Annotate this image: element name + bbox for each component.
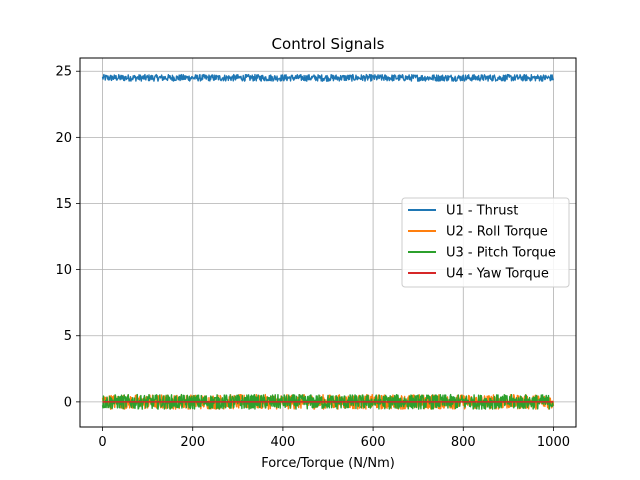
y-tick-label: 0	[64, 395, 72, 410]
chart-title: Control Signals	[272, 35, 385, 53]
y-tick-label: 15	[55, 197, 72, 212]
y-tick-label: 10	[55, 263, 72, 278]
x-tick-label: 0	[98, 435, 106, 450]
legend-label: U1 - Thrust	[446, 204, 518, 219]
x-tick-label: 1000	[537, 435, 570, 450]
y-tick-label: 20	[55, 131, 72, 146]
legend-label: U4 - Yaw Torque	[446, 267, 549, 282]
legend: U1 - Thrust U2 - Roll Torque U3 - Pitch To…	[401, 197, 570, 288]
x-tick-label: 200	[180, 435, 205, 450]
legend-label: U3 - Pitch Torque	[446, 246, 556, 261]
legend-box	[401, 197, 570, 288]
x-axis-label: Force/Torque (N/Nm)	[261, 456, 395, 471]
plot-frame	[79, 57, 577, 428]
axis-ticks: 0 200 400 600 800 1000 0 5 10 15 20 25	[55, 65, 570, 450]
y-tick-label: 5	[64, 329, 72, 344]
series-lines	[101, 73, 555, 410]
y-tick-label: 25	[55, 65, 72, 80]
series-line-u3	[101, 393, 554, 410]
legend-label: U2 - Roll Torque	[446, 225, 548, 240]
x-tick-label: 600	[361, 435, 386, 450]
x-tick-label: 400	[270, 435, 295, 450]
series-line-u1	[101, 73, 555, 82]
x-tick-label: 800	[451, 435, 476, 450]
